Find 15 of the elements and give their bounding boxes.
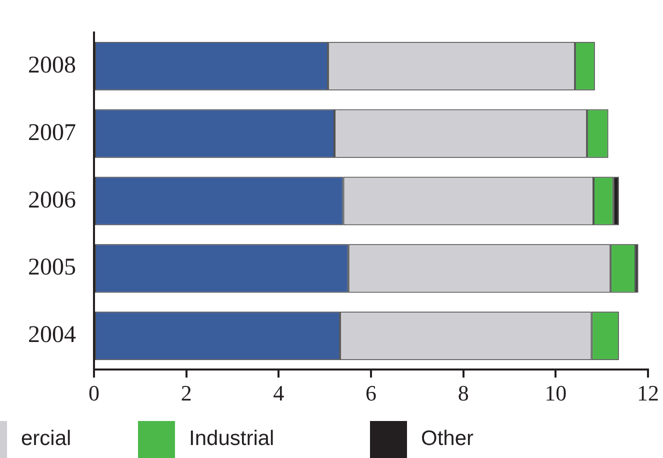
- legend-label: ercial: [21, 427, 72, 451]
- x-tick-label: 0: [88, 380, 100, 406]
- x-tick-label: 8: [458, 380, 469, 406]
- x-tick-label: 10: [544, 380, 567, 406]
- x-tick-label: 4: [273, 380, 284, 406]
- x-tick-label: 2: [180, 380, 192, 406]
- x-tick-label: 6: [366, 380, 376, 406]
- legend-label: Other: [421, 427, 474, 451]
- x-tick-label: 12: [637, 380, 659, 406]
- y-tick-label: 2007: [28, 120, 76, 146]
- legend-label: Industrial: [189, 427, 274, 451]
- y-tick-label: 2005: [28, 254, 76, 281]
- y-tick-label: 2006: [28, 187, 76, 214]
- y-tick-label: 2008: [28, 52, 76, 78]
- y-tick-label: 2004: [28, 322, 76, 348]
